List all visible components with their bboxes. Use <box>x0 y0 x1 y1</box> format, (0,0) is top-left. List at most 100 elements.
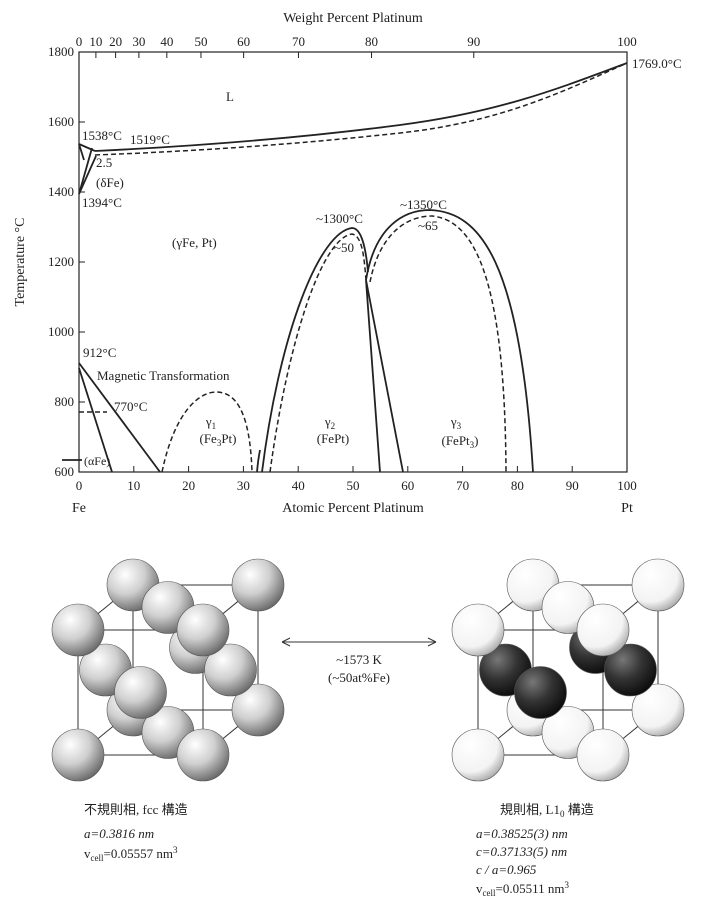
phase-label-part: 1 <box>212 421 217 431</box>
x-tick-label: 50 <box>347 478 360 493</box>
temp-label: 770°C <box>114 399 147 414</box>
y-tick-label: 800 <box>55 394 75 409</box>
top-tick-label: 80 <box>365 34 378 49</box>
top-tick-label: 90 <box>467 34 480 49</box>
liquid-label: L <box>226 89 234 104</box>
y-tick-label: 1400 <box>48 184 74 199</box>
y-tick-label: 1000 <box>48 324 74 339</box>
x-tick-label: 20 <box>182 478 195 493</box>
temp-label: 1538°C <box>82 128 122 143</box>
temp-label: 1769.0°C <box>632 56 682 71</box>
gamma3-inner <box>370 216 506 472</box>
comp-label: ~50 <box>334 240 354 255</box>
atom <box>177 604 229 656</box>
x-tick-label: 40 <box>292 478 305 493</box>
phase-label-part: (FePt <box>441 433 470 448</box>
lattice-param: a=0.38525(3) nm <box>476 826 568 841</box>
x-tick-label: 10 <box>127 478 140 493</box>
x-end-label: Pt <box>621 501 633 516</box>
atom <box>115 667 167 719</box>
x-tick-label: 0 <box>76 478 83 493</box>
phase-diagram: Weight Percent Platinum Atomic Percent P… <box>13 11 682 516</box>
phase-label-part: (δ <box>96 175 106 190</box>
phase-label: (αFe) <box>84 454 110 468</box>
phase-label-part: (γ <box>172 235 182 250</box>
phase-label: (Fe3Pt) <box>199 431 236 448</box>
delta-boundary <box>79 144 96 194</box>
transition-label: (~50at%Fe) <box>328 670 390 685</box>
axial-ratio: c / a=0.965 <box>476 862 537 877</box>
atom <box>52 604 104 656</box>
phase-label: γ3 <box>450 414 462 431</box>
phase-label-part: Fe) <box>106 175 123 190</box>
phase-label-part: Pt) <box>221 431 236 446</box>
temp-label: 912°C <box>83 345 116 360</box>
phase-label-part: (Fe <box>199 431 217 446</box>
x-tick-label: 80 <box>511 478 524 493</box>
structure-title-part: 規則相, L1 <box>500 802 560 817</box>
phase-label: (FePt) <box>317 431 350 446</box>
top-tick-label: 20 <box>109 34 122 49</box>
top-tick-label: 60 <box>237 34 250 49</box>
atom <box>52 729 104 781</box>
atom <box>632 559 684 611</box>
figure: Weight Percent Platinum Atomic Percent P… <box>0 0 710 900</box>
phase-label: γ2 <box>324 414 335 431</box>
atom <box>577 604 629 656</box>
cell-volume-part: =0.05557 nm <box>104 846 173 861</box>
x-end-label: Fe <box>72 501 86 516</box>
structure-title-part: 構造 <box>564 802 593 817</box>
phase-label: (FePt3) <box>441 433 478 450</box>
cell-volume-part: 3 <box>564 880 569 890</box>
y-axis-label: Temperature °C <box>13 218 28 307</box>
x-tick-label: 60 <box>401 478 414 493</box>
x-tick-label: 90 <box>566 478 579 493</box>
phase-label-part: 3 <box>457 421 462 431</box>
top-tick-label: 100 <box>617 34 637 49</box>
structure-title: 不規則相, fcc 構造 <box>84 802 188 817</box>
y-tick-label: 600 <box>55 464 75 479</box>
atom <box>177 729 229 781</box>
top-tick-label: 70 <box>292 34 305 49</box>
atom <box>452 729 504 781</box>
phase-label-part: 2 <box>331 421 336 431</box>
lattice-param: c=0.37133(5) nm <box>476 844 567 859</box>
top-tick-label: 50 <box>194 34 207 49</box>
lattice-param: a=0.3816 nm <box>84 826 154 841</box>
top-axis-label: Weight Percent Platinum <box>283 11 423 26</box>
cell-volume-part: cell <box>91 853 104 863</box>
x-axis-label: Atomic Percent Platinum <box>282 501 424 516</box>
gamma2-outer <box>262 228 368 472</box>
comp-label: ~65 <box>418 218 438 233</box>
y-tick-label: 1600 <box>48 114 74 129</box>
atom <box>452 604 504 656</box>
gamma2-right <box>366 280 403 472</box>
phase-label: γ1 <box>205 414 216 431</box>
cell-volume: vcell=0.05557 nm3 <box>84 845 178 863</box>
top-tick-label: 0 <box>76 34 83 49</box>
x-tick-label: 70 <box>456 478 469 493</box>
temp-label: 1519°C <box>130 132 170 147</box>
temp-label: 1394°C <box>82 195 122 210</box>
cell-volume-part: 3 <box>173 845 178 855</box>
atom <box>515 667 567 719</box>
top-tick-label: 10 <box>89 34 102 49</box>
cell-volume-part: cell <box>483 888 496 898</box>
phase-label: (δFe) <box>96 175 124 190</box>
phase-label-part: ) <box>474 433 478 448</box>
phase-label: (γFe, Pt) <box>172 235 217 250</box>
magnetic-label: Magnetic Transformation <box>97 368 230 383</box>
y-tick-label: 1800 <box>48 44 74 59</box>
cell-volume-part: =0.05511 nm <box>496 881 565 896</box>
gamma1-edge <box>257 450 260 472</box>
transition-label: ~1573 K <box>336 652 382 667</box>
x-tick-label: 30 <box>237 478 250 493</box>
top-tick-label: 40 <box>160 34 173 49</box>
x-tick-label: 100 <box>617 478 637 493</box>
temp-label: ~1350°C <box>400 197 447 212</box>
structure-title: 規則相, L10 構造 <box>500 802 594 819</box>
atom <box>232 559 284 611</box>
solidus <box>95 63 627 155</box>
transition-arrow <box>282 638 436 646</box>
top-tick-label: 30 <box>132 34 145 49</box>
